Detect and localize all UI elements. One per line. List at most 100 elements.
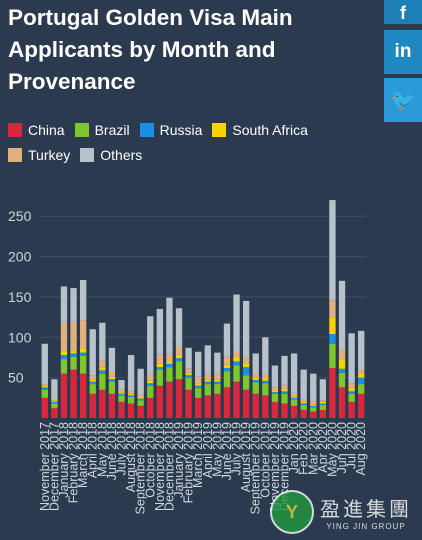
bar-segment-turkey[interactable] [252,373,259,378]
bar-segment-china[interactable] [271,401,279,418]
bar-segment-others[interactable] [51,379,58,400]
bar-segment-brazil[interactable] [137,400,144,406]
linkedin-share-button[interactable]: in [384,30,422,74]
bar-segment-russia[interactable] [348,391,355,394]
legend-item-china[interactable]: China [8,122,65,138]
bar-segment-south-africa[interactable] [60,351,68,356]
bar-segment-others[interactable] [223,323,231,357]
bar-segment-russia[interactable] [79,352,87,356]
bar-segment-russia[interactable] [233,361,240,366]
bar-segment-turkey[interactable] [233,351,240,358]
bar-segment-brazil[interactable] [300,405,307,410]
bar-segment-russia[interactable] [242,367,250,376]
bar-segment-south-africa[interactable] [271,390,279,393]
bar-segment-south-africa[interactable] [214,379,221,382]
bar-segment-china[interactable] [51,408,58,418]
bar-segment-russia[interactable] [195,385,202,389]
bar-segment-china[interactable] [195,397,202,418]
bar-segment-china[interactable] [108,393,116,418]
bar-segment-china[interactable] [310,411,317,418]
bar-segment-turkey[interactable] [262,374,269,379]
bar-segment-brazil[interactable] [79,355,87,374]
bar-segment-turkey[interactable] [319,400,327,402]
bar-segment-south-africa[interactable] [118,392,125,394]
bar-segment-turkey[interactable] [127,391,135,394]
bar-segment-russia[interactable] [300,403,307,406]
bar-segment-brazil[interactable] [214,384,221,394]
bar-segment-south-africa[interactable] [156,363,164,368]
bar-segment-china[interactable] [319,409,327,418]
bar-segment-others[interactable] [156,309,164,355]
bar-segment-russia[interactable] [185,375,192,378]
bar-segment-russia[interactable] [319,403,327,406]
bar-segment-brazil[interactable] [262,383,269,396]
bar-segment-others[interactable] [214,352,221,375]
bar-segment-others[interactable] [60,286,68,323]
bar-segment-russia[interactable] [252,380,259,383]
bar-segment-turkey[interactable] [358,369,365,374]
bar-segment-turkey[interactable] [118,389,125,393]
bar-segment-south-africa[interactable] [147,380,154,384]
bar-segment-turkey[interactable] [214,374,221,380]
bar-segment-china[interactable] [329,367,336,418]
legend-item-turkey[interactable]: Turkey [8,147,70,163]
bar-segment-turkey[interactable] [175,346,183,356]
bar-segment-others[interactable] [242,300,250,357]
bar-segment-china[interactable] [60,373,68,418]
bar-segment-china[interactable] [214,393,221,418]
bar-segment-south-africa[interactable] [319,401,327,404]
bar-segment-south-africa[interactable] [79,348,87,353]
bar-segment-russia[interactable] [338,368,346,373]
bar-segment-russia[interactable] [89,381,96,385]
bar-segment-others[interactable] [319,379,327,401]
bar-segment-russia[interactable] [223,367,231,372]
bar-segment-others[interactable] [252,353,259,374]
bar-segment-turkey[interactable] [60,322,68,352]
bar-segment-others[interactable] [281,355,288,385]
bar-segment-turkey[interactable] [156,354,164,364]
bar-segment-turkey[interactable] [204,374,211,380]
bar-segment-turkey[interactable] [242,356,250,364]
bar-segment-russia[interactable] [204,381,211,385]
bar-segment-others[interactable] [185,347,192,369]
bar-segment-others[interactable] [41,343,48,385]
bar-segment-china[interactable] [118,401,125,418]
bar-segment-brazil[interactable] [70,356,77,370]
bar-segment-brazil[interactable] [348,393,355,402]
bar-segment-russia[interactable] [290,397,298,400]
bar-segment-south-africa[interactable] [310,404,317,406]
bar-segment-others[interactable] [175,308,183,347]
bar-segment-turkey[interactable] [300,399,307,402]
bar-segment-south-africa[interactable] [329,317,336,335]
bar-segment-turkey[interactable] [51,399,58,401]
bar-segment-brazil[interactable] [195,388,202,398]
bar-segment-china[interactable] [281,403,288,418]
bar-segment-china[interactable] [156,385,164,418]
bar-segment-russia[interactable] [358,377,365,385]
bar-segment-china[interactable] [252,393,259,418]
bar-segment-russia[interactable] [166,363,173,368]
bar-segment-brazil[interactable] [310,407,317,412]
bar-segment-china[interactable] [262,395,269,418]
bar-segment-russia[interactable] [60,355,68,360]
bar-segment-china[interactable] [147,397,154,418]
bar-segment-others[interactable] [290,353,298,393]
bar-segment-china[interactable] [290,405,298,418]
bar-segment-russia[interactable] [175,358,183,362]
bar-segment-south-africa[interactable] [262,378,269,381]
bar-segment-turkey[interactable] [338,349,346,360]
bar-segment-others[interactable] [358,330,365,370]
bar-segment-turkey[interactable] [329,300,336,318]
bar-segment-turkey[interactable] [185,368,192,373]
bar-segment-others[interactable] [147,316,154,375]
bar-segment-brazil[interactable] [156,369,164,386]
bar-segment-russia[interactable] [281,391,288,394]
bar-segment-others[interactable] [108,347,116,372]
bar-segment-brazil[interactable] [127,397,135,404]
legend-item-south-africa[interactable]: South Africa [212,122,308,138]
bar-segment-china[interactable] [79,373,87,418]
bar-segment-turkey[interactable] [348,383,355,388]
bar-segment-china[interactable] [242,389,250,418]
bar-segment-turkey[interactable] [166,353,173,362]
bar-segment-brazil[interactable] [242,375,250,390]
